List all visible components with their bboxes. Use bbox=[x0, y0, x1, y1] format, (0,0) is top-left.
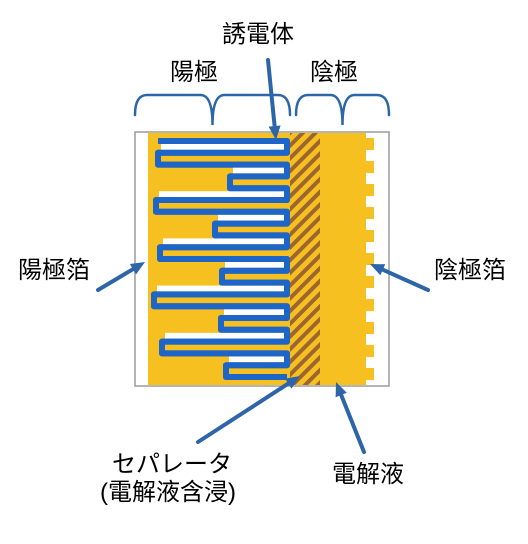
dielectric-interior bbox=[161, 144, 284, 150]
cathode-tooth bbox=[366, 368, 374, 380]
cathode-tooth bbox=[366, 345, 374, 357]
anode-foil-arrow bbox=[98, 269, 133, 290]
dielectric-interior bbox=[157, 286, 284, 292]
separator-label-line2: (電解液含浸) bbox=[100, 479, 236, 506]
cathode-tooth bbox=[366, 253, 374, 265]
cathode-band bbox=[320, 133, 366, 385]
cathode-tooth bbox=[366, 299, 374, 311]
dielectric-interior bbox=[218, 215, 284, 221]
cathode-tooth bbox=[366, 184, 374, 196]
dielectric-arrow bbox=[268, 60, 275, 126]
cathode-tooth bbox=[366, 138, 374, 150]
cathode-tooth bbox=[366, 161, 374, 173]
dielectric-interior bbox=[225, 262, 284, 268]
separator-label-line1: セパレータ bbox=[112, 451, 232, 478]
anode-label: 陽極 bbox=[170, 59, 218, 86]
dielectric-interior bbox=[229, 356, 284, 362]
cathode-tooth bbox=[366, 322, 374, 334]
dielectric-label: 誘電体 bbox=[222, 21, 294, 48]
cathode-label: 陰極 bbox=[310, 59, 358, 86]
electrolyte-arrow bbox=[341, 395, 364, 452]
anode-foil-label: 陽極箔 bbox=[18, 257, 90, 284]
separator-arrow bbox=[198, 384, 288, 442]
cathode-tooth bbox=[366, 276, 374, 288]
electrolyte-label: 電解液 bbox=[332, 461, 404, 488]
cathode-tooth bbox=[366, 230, 374, 242]
separator-band bbox=[290, 133, 320, 385]
anode-brace bbox=[135, 95, 290, 125]
dielectric-interior bbox=[159, 191, 284, 197]
dielectric-interior bbox=[163, 238, 284, 244]
dielectric-interior bbox=[224, 309, 284, 315]
dielectric-interior bbox=[233, 168, 284, 174]
dielectric-interior bbox=[165, 333, 284, 339]
cathode-tooth bbox=[366, 207, 374, 219]
cathode-foil-label: 陰極箔 bbox=[434, 257, 506, 284]
cathode-brace bbox=[296, 95, 389, 125]
